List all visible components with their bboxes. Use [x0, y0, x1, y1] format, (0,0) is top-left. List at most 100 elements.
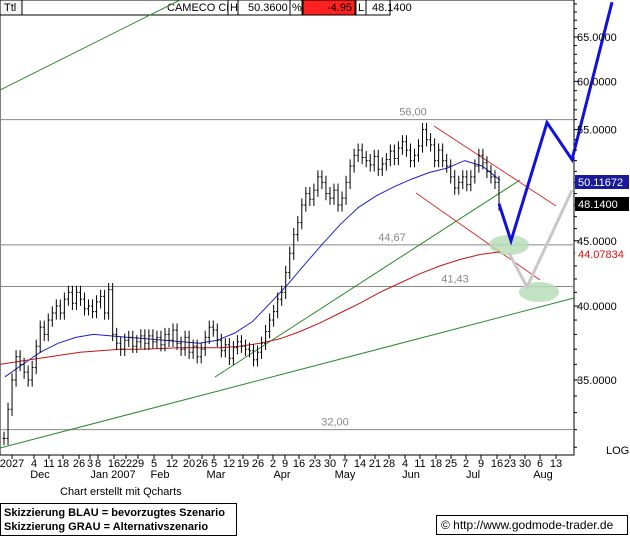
- x-day-label: 4: [402, 458, 408, 470]
- header-low-value: 48.1400: [372, 2, 412, 14]
- ma-long-tag-box: [575, 247, 629, 261]
- x-day-label: 2027: [0, 458, 24, 470]
- x-day-label: 23: [504, 458, 516, 470]
- x-day-label: 11: [43, 458, 54, 470]
- y-tick-label: 40.0000: [577, 301, 617, 313]
- header-last-value: 50.3600: [248, 2, 288, 14]
- x-day-label: 9: [478, 458, 484, 470]
- header-change-box: [302, 0, 356, 16]
- ma-long-tag-label: 44.07834: [578, 249, 624, 261]
- x-day-label: 2: [463, 458, 469, 470]
- level-label: 32,00: [321, 417, 349, 429]
- price-bars: [2, 122, 501, 446]
- x-day-label: 4: [31, 458, 37, 470]
- y-tick-label: 35.0000: [577, 375, 617, 387]
- legend-gray-note: Skizzierung GRAU = Alternativszenario: [4, 521, 209, 533]
- x-day-label: 12: [223, 458, 235, 470]
- x-month-label: Mar: [207, 469, 226, 481]
- scenario-blue-path: [497, 1, 614, 246]
- support-trendline: [214, 179, 521, 378]
- channel-lower-line: [415, 192, 541, 281]
- trendlines: [0, 0, 575, 449]
- x-axis: 2027 4 11 18 26 3 8 16 22 29 5 12 20 26 5 12 19 26 2 9 16 23 3…: [0, 455, 562, 481]
- x-month-label: Feb: [151, 469, 170, 481]
- last-close-tag-box: [575, 175, 629, 189]
- x-day-label: 8: [95, 458, 101, 470]
- x-day-label: 26: [252, 458, 264, 470]
- x-day-label: 29: [132, 458, 144, 470]
- header-name: CAMECO CP: [167, 2, 234, 14]
- x-day-label: 5: [211, 458, 217, 470]
- header-low-label: L: [358, 2, 364, 14]
- y-axis-scale-label: LOG: [606, 445, 630, 457]
- x-day-label: 18: [57, 458, 69, 470]
- x-month-label: Jan 2007: [90, 469, 135, 481]
- x-day-label: 16: [491, 458, 503, 470]
- scenario-gray-path: [507, 189, 574, 291]
- x-day-label: 5: [151, 458, 157, 470]
- source-url-link[interactable]: © http://www.godmode-trader.de: [436, 515, 628, 535]
- ma-long-line: [0, 251, 501, 365]
- legend-blue-note: Skizzierung BLAU = bevorzugtes Szenario: [4, 507, 225, 519]
- level-label: 41,43: [441, 274, 469, 286]
- x-day-label: 25: [445, 458, 457, 470]
- y-tick-label: 55.0000: [577, 125, 617, 137]
- x-day-label: 7: [342, 458, 348, 470]
- x-month-label: May: [335, 469, 356, 481]
- moving-averages: [0, 160, 501, 378]
- last-close-tag-label: 50.11672: [578, 177, 623, 189]
- header-high-label: H: [230, 2, 238, 14]
- x-day-label: 21: [369, 458, 381, 470]
- x-month-label: Aug: [533, 469, 553, 481]
- header-symbol: Ttl: [4, 2, 16, 14]
- target-ellipses: [489, 235, 559, 302]
- level-label: 44,67: [378, 232, 406, 244]
- plot-frame: [0, 0, 575, 456]
- low-value-tag-box: [575, 197, 629, 211]
- legend-box: Skizzierung BLAU = bevorzugtes Szenario …: [0, 503, 237, 536]
- low-value-tag-label: 48.1400: [578, 199, 618, 211]
- x-day-label: 30: [519, 458, 531, 470]
- x-day-label: 6: [537, 458, 543, 470]
- x-day-label: 18: [430, 458, 442, 470]
- x-day-label: 2: [270, 458, 276, 470]
- channel-upper-line: [433, 125, 557, 207]
- target-ellipse-blue: [489, 235, 529, 255]
- price-tags: 50.11672 48.1400 44.07834: [575, 175, 629, 261]
- upper-trendline: [0, 0, 181, 91]
- x-day-label: 13: [550, 458, 562, 470]
- x-day-label: 9: [282, 458, 288, 470]
- x-month-label: Dec: [30, 469, 50, 481]
- x-day-label: 11: [414, 458, 425, 470]
- x-day-label: 20: [183, 458, 195, 470]
- header-pct-label: %: [292, 2, 302, 14]
- x-month-label: Jul: [466, 469, 480, 481]
- horizontal-levels: 56,00 44,67 41,43 32,00: [0, 107, 574, 431]
- x-day-label: 28: [383, 458, 395, 470]
- scenario-paths: [497, 1, 614, 291]
- x-day-label: 23: [309, 458, 321, 470]
- x-month-label: Jun: [402, 469, 420, 481]
- x-day-label: 22: [120, 458, 132, 470]
- chart-credit: Chart erstellt mit Qcharts: [60, 486, 182, 498]
- x-day-label: 14: [354, 458, 366, 470]
- long-term-support-line: [0, 297, 575, 449]
- header-bar: Ttl CAMECO CP H 50.3600 % -4.95 L 48.140…: [0, 0, 412, 16]
- y-tick-label: 45.0000: [577, 236, 617, 248]
- x-day-label: 26: [73, 458, 85, 470]
- x-day-label: 26: [196, 458, 208, 470]
- y-tick-label: 65.0000: [577, 32, 617, 44]
- x-day-label: 19: [237, 458, 249, 470]
- header-change-value: -4.95: [327, 2, 352, 14]
- x-day-label: 16: [293, 458, 305, 470]
- y-tick-label: 60.0000: [577, 76, 617, 88]
- x-day-label: 16: [108, 458, 120, 470]
- ma-short-line: [4, 160, 501, 378]
- x-day-label: 30: [324, 458, 336, 470]
- x-day-label: 12: [166, 458, 178, 470]
- x-month-label: Apr: [273, 469, 290, 481]
- level-label: 56,00: [399, 107, 427, 119]
- x-day-label: 3: [87, 458, 93, 470]
- target-ellipse-gray: [519, 282, 559, 302]
